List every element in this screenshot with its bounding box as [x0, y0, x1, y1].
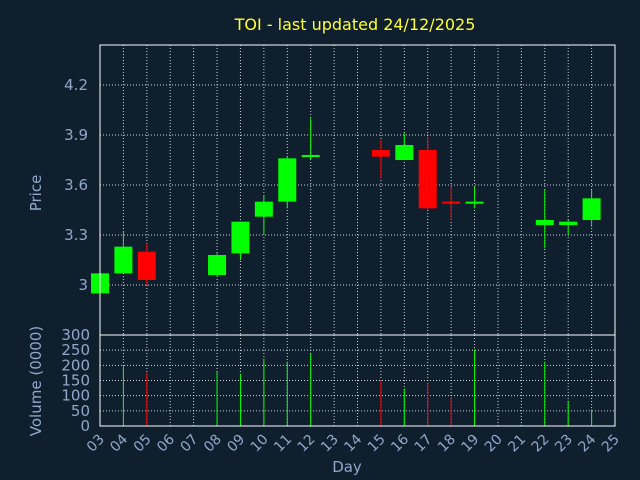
x-tick-label: 23 [552, 432, 576, 456]
x-tick-label: 25 [599, 432, 623, 456]
x-tick-label: 15 [365, 432, 389, 456]
price-tick-label: 3.9 [64, 126, 88, 144]
price-tick-label: 4.2 [64, 76, 88, 94]
price-grid [99, 45, 616, 335]
volume-axis-label: Volume (0000) [27, 326, 45, 436]
candle-body [114, 246, 133, 274]
price-axis-label: Price [27, 175, 45, 212]
x-tick-label: 07 [178, 432, 202, 456]
candle-body [278, 158, 297, 202]
x-tick-label: 19 [458, 432, 482, 456]
x-tick-label: 12 [295, 432, 319, 456]
volume-tick-label: 300 [61, 326, 90, 344]
candle-body [582, 198, 601, 220]
x-tick-label: 16 [388, 431, 412, 455]
volume-tick-label: 50 [71, 402, 90, 420]
volume-tick-label: 250 [61, 341, 90, 359]
candle-body [208, 255, 227, 275]
candle-body [535, 220, 554, 225]
price-y-ticks: 3 3.3 3.6 3.9 4.2 [64, 76, 88, 294]
x-tick-label: 10 [248, 432, 272, 456]
x-tick-label: 14 [341, 431, 365, 455]
x-tick-label: 04 [107, 431, 131, 455]
x-tick-label: 05 [131, 432, 155, 456]
volume-tick-label: 200 [61, 356, 90, 374]
x-tick-label: 18 [435, 432, 459, 456]
volume-bars [122, 349, 593, 426]
candle-body [137, 251, 156, 280]
candle-body [231, 221, 250, 254]
candle-body [371, 150, 390, 157]
candle-body [418, 150, 437, 209]
candle-body [465, 201, 484, 204]
x-ticks: 03 04 05 06 07 08 09 10 11 12 13 14 15 16 17 18 19 20 21 22… [84, 431, 623, 455]
chart-title: TOI - last updated 24/12/2025 [234, 15, 476, 34]
candle-body [395, 145, 414, 160]
x-tick-label: 06 [154, 431, 178, 455]
candlesticks [91, 118, 601, 294]
volume-tick-label: 0 [80, 417, 90, 435]
x-tick-label: 03 [84, 432, 108, 456]
x-tick-label: 24 [575, 431, 599, 455]
volume-tick-label: 150 [61, 372, 90, 390]
x-tick-label: 20 [482, 432, 506, 456]
x-tick-label: 11 [271, 432, 295, 456]
volume-tick-label: 100 [61, 387, 90, 405]
x-tick-label: 08 [201, 432, 225, 456]
x-tick-label: 22 [529, 432, 553, 456]
volume-grid [99, 334, 616, 427]
x-tick-label: 13 [318, 432, 342, 456]
x-tick-label: 09 [224, 432, 248, 456]
price-tick-label: 3 [78, 276, 88, 294]
candle-body [254, 201, 273, 217]
price-tick-label: 3.6 [64, 176, 88, 194]
x-tick-label: 21 [505, 432, 529, 456]
volume-plot-frame [99, 334, 616, 427]
price-tick-label: 3.3 [64, 226, 88, 244]
x-tick-label: 17 [412, 432, 436, 456]
candle-body [442, 201, 461, 204]
x-axis-label: Day [332, 458, 362, 476]
candle-body [301, 155, 320, 157]
candle-body [559, 221, 578, 225]
